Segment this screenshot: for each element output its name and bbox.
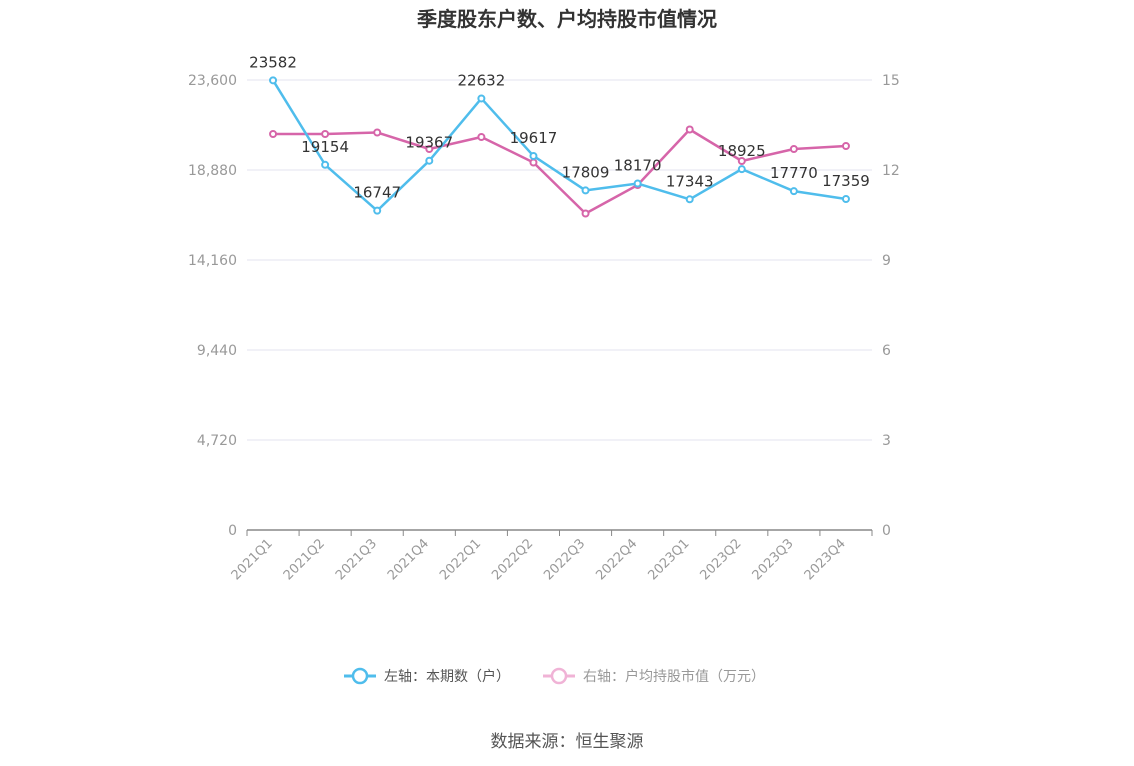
data-point-right[interactable] [581, 209, 590, 218]
data-point-right[interactable] [737, 157, 746, 165]
legend-label-right: 右轴：户均持股市值（万元） [583, 668, 765, 685]
data-label: 19367 [405, 134, 453, 152]
legend-item-right[interactable]: 右轴：户均持股市值（万元） [543, 667, 765, 685]
data-point-left[interactable] [529, 151, 538, 160]
left-tick-label: 23,600 [188, 73, 237, 89]
grid [247, 79, 872, 441]
data-label: 19154 [301, 138, 349, 156]
data-label: 23582 [249, 53, 297, 71]
data-label: 17809 [562, 163, 610, 181]
right-tick-label: 3 [882, 433, 891, 449]
series-layer [269, 76, 850, 218]
legend-marker-left [351, 667, 369, 685]
x-tick-label: 2022Q1 [437, 536, 484, 583]
data-label: 17359 [822, 172, 870, 190]
data-point-right[interactable] [685, 125, 694, 134]
x-tick-label: 2023Q1 [645, 536, 692, 583]
series-line-left [271, 79, 847, 212]
data-point-right[interactable] [269, 130, 278, 138]
x-tick-label: 2022Q3 [541, 536, 588, 583]
data-point-right[interactable] [529, 158, 538, 167]
data-label: 16747 [353, 184, 401, 202]
legend[interactable]: 左轴：本期数（户） 右轴：户均持股市值（万元） [344, 667, 765, 685]
data-label: 17343 [666, 172, 714, 190]
legend-item-left[interactable]: 左轴：本期数（户） [344, 667, 510, 685]
x-axis: 2021Q1 2021Q2 2021Q3 2021Q4 2022Q1 2022Q2 2022… [229, 529, 873, 583]
x-tick-label: 2023Q3 [750, 536, 797, 583]
data-point-left[interactable] [373, 206, 382, 215]
right-tick-label: 15 [882, 73, 900, 89]
x-tick-label: 2021Q1 [229, 536, 276, 583]
right-tick-label: 12 [882, 163, 900, 179]
data-point-left[interactable] [685, 195, 694, 204]
data-point-left[interactable] [633, 179, 642, 188]
data-point-left[interactable] [321, 160, 330, 169]
series-line-right [273, 128, 847, 215]
chart-title: 季度股东户数、户均持股市值情况 [416, 7, 717, 31]
data-label: 17770 [770, 164, 818, 182]
data-point-left[interactable] [841, 195, 850, 204]
x-tick-label: 2023Q2 [698, 536, 745, 583]
left-tick-label: 0 [228, 523, 237, 539]
left-tick-label: 4,720 [197, 433, 237, 449]
right-tick-label: 0 [882, 523, 891, 539]
data-label: 19617 [510, 129, 558, 147]
x-tick-label: 2021Q2 [281, 536, 328, 583]
left-tick-label: 18,880 [188, 163, 237, 179]
data-point-right[interactable] [477, 133, 486, 141]
left-axis: 0 4,720 9,440 14,160 18,880 23,600 [188, 73, 237, 539]
data-point-left[interactable] [581, 186, 590, 195]
legend-marker-right [550, 667, 568, 685]
x-tick-label: 2021Q4 [385, 536, 432, 583]
right-tick-label: 6 [882, 343, 891, 359]
right-tick-label: 9 [882, 253, 891, 269]
data-label: 18170 [614, 157, 662, 175]
left-tick-label: 14,160 [188, 253, 237, 269]
right-axis: 0 3 6 9 12 15 [882, 73, 900, 539]
data-point-left[interactable] [269, 76, 278, 85]
data-label: 22632 [458, 71, 506, 89]
data-point-right[interactable] [425, 145, 434, 153]
data-point-left[interactable] [425, 156, 434, 165]
source-note: 数据来源：恒生聚源 [491, 732, 644, 752]
data-point-right[interactable] [373, 128, 382, 137]
data-point-right[interactable] [841, 142, 850, 150]
x-tick-label: 2022Q4 [593, 536, 640, 583]
data-point-right[interactable] [321, 130, 330, 138]
data-point-right[interactable] [789, 145, 798, 153]
x-tick-label: 2021Q3 [333, 536, 380, 583]
legend-label-left: 左轴：本期数（户） [384, 668, 510, 685]
data-point-left[interactable] [477, 94, 486, 103]
x-tick-label: 2022Q2 [489, 536, 536, 583]
data-point-left[interactable] [789, 187, 798, 196]
left-tick-label: 9,440 [197, 343, 237, 359]
data-label: 18925 [718, 142, 766, 160]
data-point-left[interactable] [737, 165, 746, 174]
x-tick-label: 2023Q4 [802, 536, 849, 583]
